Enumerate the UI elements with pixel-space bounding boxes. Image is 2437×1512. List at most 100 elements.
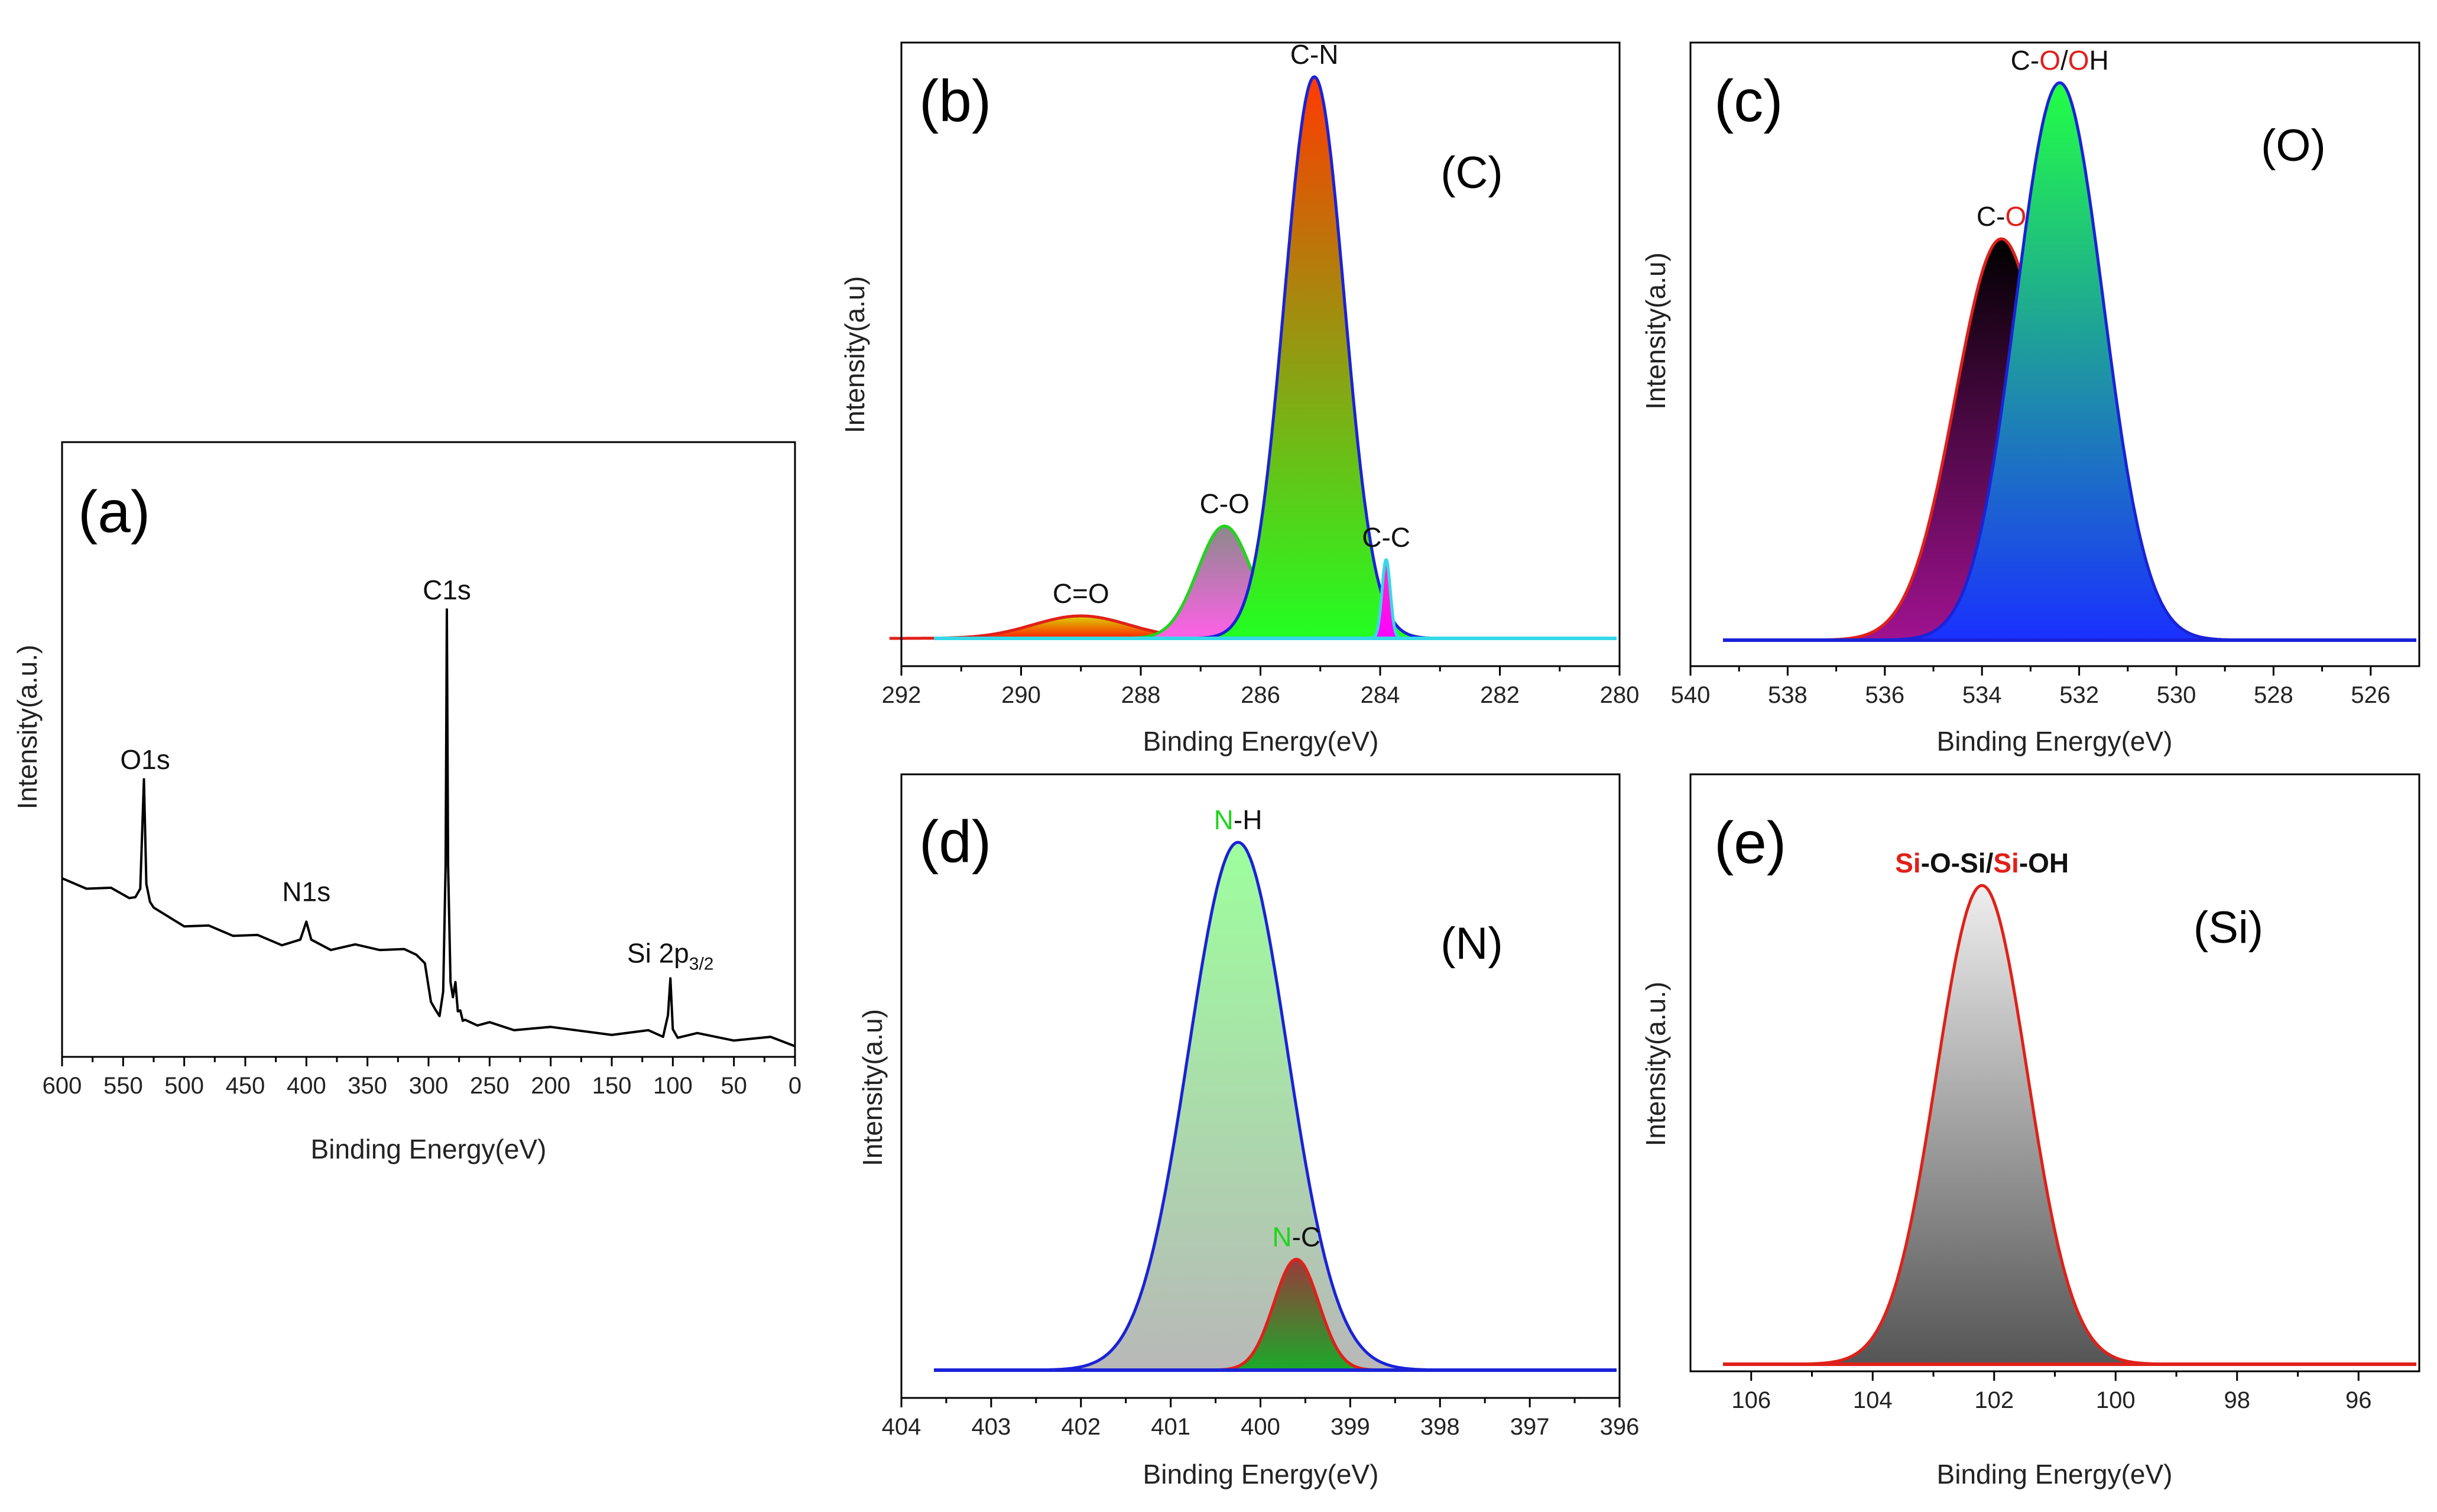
peak-label-part: -C <box>1292 1221 1321 1252</box>
x-tick-label: 282 <box>1480 682 1520 708</box>
x-tick-label: 250 <box>470 1073 510 1099</box>
peak-labels: C=O C-O C-N C-C <box>1053 39 1410 609</box>
y-axis-label: Intensity(a.u) <box>857 1009 888 1166</box>
x-tick-label: 100 <box>653 1073 693 1099</box>
panel-d-nitrogen: 404 403 402 401 400 399 398 397 396 N-HN-C (d) (… <box>857 773 1640 1490</box>
x-tick-label: 397 <box>1510 1414 1550 1440</box>
x-axis-label: Binding Energy(eV) <box>1143 726 1379 757</box>
x-tick-label: 532 <box>2059 682 2099 708</box>
peak-label-part: / <box>2060 45 2068 76</box>
x-tick-label: 292 <box>882 682 921 708</box>
x-ticks: 292 290 288 286 284 282 280 <box>882 666 1640 708</box>
y-axis-label: Intensity(a.u) <box>1640 252 1671 410</box>
peak-label-part: C- <box>1977 201 2006 232</box>
y-axis-label: Intensity(a.u.) <box>12 645 43 810</box>
peak-label-part: O <box>2068 45 2089 76</box>
peak-envelope <box>1884 81 2235 642</box>
x-tick-label: 398 <box>1420 1414 1460 1440</box>
peak-label-part: -O-Si/ <box>1921 848 1994 878</box>
x-tick-label: 104 <box>1853 1387 1893 1413</box>
peak-fill <box>1195 77 1435 638</box>
x-tick-label: 402 <box>1061 1414 1101 1440</box>
plot-area <box>1723 81 2416 642</box>
plot-area <box>61 608 796 1047</box>
peak-label-part: N <box>1272 1221 1291 1252</box>
x-axis-label: Binding Energy(eV) <box>1143 1459 1379 1490</box>
x-tick-label: 288 <box>1121 682 1161 708</box>
peak-labels: C-OC-O/OH <box>1977 45 2109 232</box>
x-tick-label: 526 <box>2351 682 2390 708</box>
x-ticks: 106 104 102 100 98 96 <box>1731 1371 2372 1413</box>
panel-a-survey: 600 550 500 450 400 350 300 250 200 150 100 50 0 O1s… <box>12 441 801 1164</box>
x-tick-label: 550 <box>103 1073 143 1099</box>
peak-label: O1s <box>120 744 170 775</box>
x-tick-label: 396 <box>1600 1414 1640 1440</box>
x-tick-label: 401 <box>1151 1414 1190 1440</box>
x-tick-label: 150 <box>592 1073 632 1099</box>
plot-area <box>1723 884 2416 1366</box>
x-ticks: 540 538 536 534 532 530 528 526 <box>1671 666 2390 708</box>
y-axis-label: Intensity(a.u.) <box>1640 982 1671 1147</box>
x-tick-label: 280 <box>1600 682 1640 708</box>
plot-area <box>889 75 1617 640</box>
panel-e-silicon: 106 104 102 100 98 96 Si-O-Si/Si-OH (e) (Si) … <box>1640 773 2420 1490</box>
survey-series-line <box>61 608 796 1047</box>
peak-label: C1s <box>423 575 471 605</box>
x-tick-label: 450 <box>226 1073 265 1099</box>
panel-letter: (e) <box>1714 810 1786 876</box>
peak-label: C-O <box>1200 488 1250 519</box>
peak-fill <box>1799 885 2165 1364</box>
peak-fill <box>1884 83 2235 640</box>
x-tick-label: 100 <box>2096 1387 2136 1413</box>
panel-b-carbon: 292 290 288 286 284 282 280 C=O C-O C-N C-C (b) (… <box>839 39 1639 757</box>
x-tick-label: 350 <box>348 1073 387 1099</box>
peak-label: N-H <box>1214 804 1263 835</box>
peak-label-part: O <box>2039 45 2060 76</box>
peak-label: C-O/OH <box>2011 45 2109 76</box>
peak-label: C-C <box>1362 522 1410 553</box>
x-tick-label: 600 <box>43 1073 82 1099</box>
x-tick-label: 290 <box>1001 682 1041 708</box>
peak-label: C-O <box>1977 201 2026 232</box>
peak-label-part: H <box>2089 45 2109 76</box>
peak-label: C=O <box>1053 578 1109 609</box>
x-tick-label: 400 <box>287 1073 326 1099</box>
x-tick-label: 500 <box>164 1073 204 1099</box>
peak-label: Si-O-Si/Si-OH <box>1895 848 2069 878</box>
x-tick-label: 530 <box>2157 682 2196 708</box>
x-axis-label: Binding Energy(eV) <box>311 1134 547 1164</box>
peak-envelope <box>1368 558 1404 640</box>
x-tick-label: 50 <box>721 1073 747 1099</box>
peak-label: Si 2p3/2 <box>627 937 714 974</box>
panel-letter: (d) <box>919 809 991 875</box>
x-tick-label: 284 <box>1361 682 1400 708</box>
peak-labels: O1s N1s C1s Si 2p3/2 <box>120 575 713 974</box>
peak-label-part: N <box>1214 804 1234 835</box>
x-tick-label: 400 <box>1241 1414 1280 1440</box>
x-tick-label: 96 <box>2345 1387 2372 1413</box>
panel-c-oxygen: 540 538 536 534 532 530 528 526 C-OC-O/OH (c) (… <box>1640 41 2420 757</box>
y-axis-label: Intensity(a.u) <box>839 276 870 433</box>
peak-fill <box>1369 560 1403 638</box>
peak-label-part: -OH <box>2019 848 2069 878</box>
x-tick-label: 0 <box>788 1073 801 1099</box>
x-tick-label: 399 <box>1331 1414 1370 1440</box>
x-ticks: 600 550 500 450 400 350 300 250 200 150 100 50 0 <box>43 1057 801 1099</box>
peak-labels: Si-O-Si/Si-OH <box>1895 848 2069 878</box>
x-tick-label: 403 <box>972 1414 1011 1440</box>
peak-envelope <box>1040 841 1436 1372</box>
panel-letter: (a) <box>78 479 150 545</box>
peak-fill <box>889 616 1273 638</box>
x-axis-label: Binding Energy(eV) <box>1937 1459 2173 1490</box>
element-tag: (O) <box>2261 121 2326 171</box>
x-tick-label: 534 <box>1962 682 2002 708</box>
peak-fill <box>1040 842 1436 1370</box>
peak-label: C-N <box>1290 39 1339 70</box>
x-tick-label: 540 <box>1671 682 1711 708</box>
x-tick-label: 106 <box>1731 1387 1771 1413</box>
peak-label: N-C <box>1272 1221 1320 1252</box>
element-tag: (Si) <box>2193 903 2263 953</box>
panel-letter: (c) <box>1714 68 1783 134</box>
x-tick-label: 200 <box>531 1073 570 1099</box>
